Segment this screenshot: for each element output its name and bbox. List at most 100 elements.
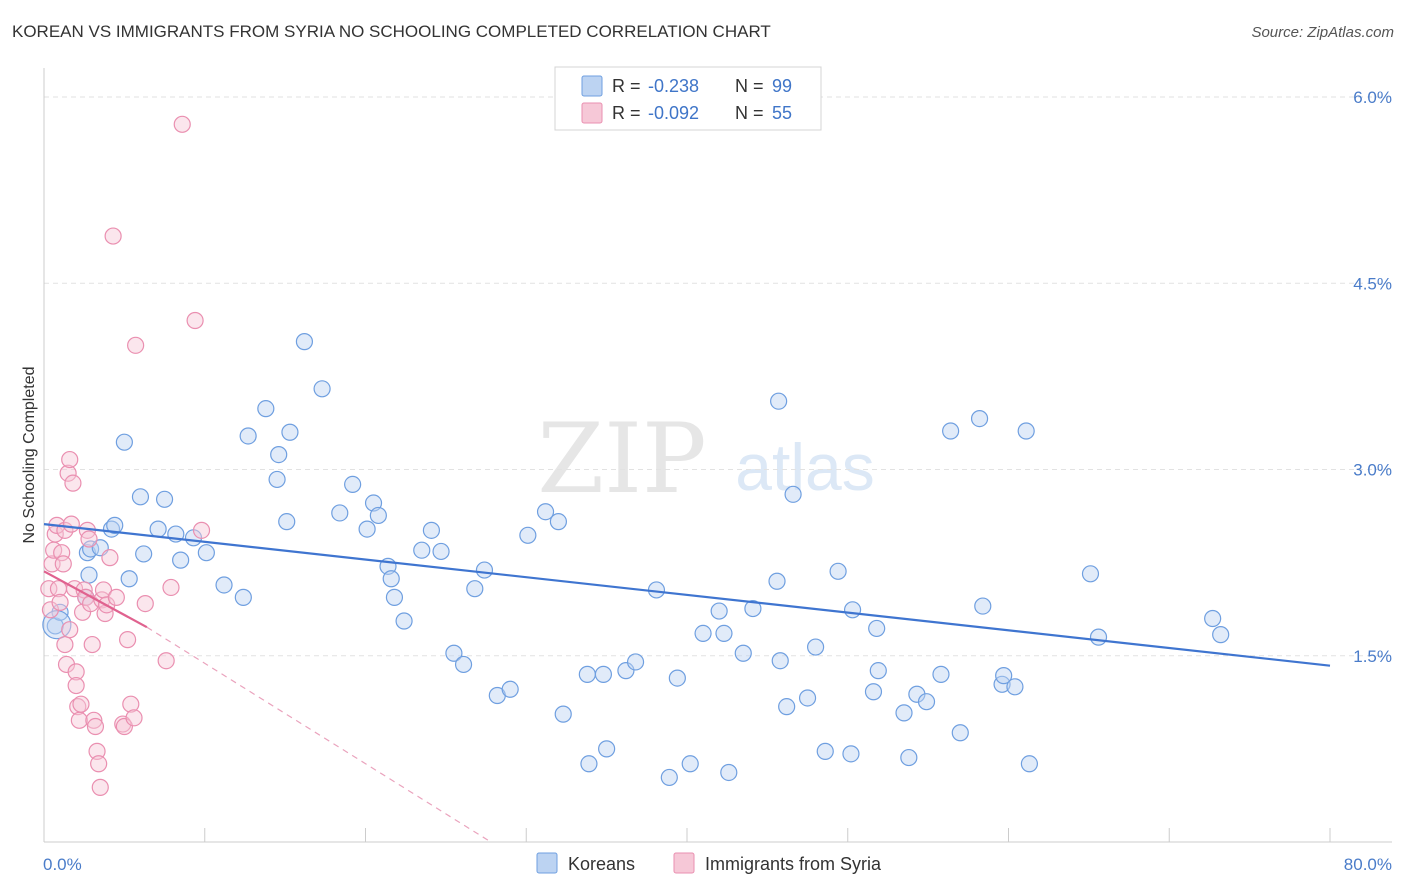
legend-swatch-syria xyxy=(673,852,695,874)
syria-point-15 xyxy=(61,621,79,639)
syria-point-28 xyxy=(80,530,98,548)
korean-point-87 xyxy=(951,724,969,742)
syria-point-20 xyxy=(67,676,85,695)
korean-point-84 xyxy=(917,693,936,711)
stats-n-value-koreans: 99 xyxy=(772,76,792,96)
syria-point-44 xyxy=(115,717,133,736)
stats-legend-swatch-koreans xyxy=(581,75,603,97)
syria-point-32 xyxy=(86,717,105,736)
korean-point-23 xyxy=(268,470,286,489)
korean-point-25 xyxy=(278,513,296,531)
korean-point-53 xyxy=(594,665,613,683)
korean-point-39 xyxy=(422,521,441,539)
axes xyxy=(43,68,1392,843)
korean-point-56 xyxy=(626,653,645,671)
korean-point-75 xyxy=(829,562,847,580)
korean-point-29 xyxy=(331,504,349,522)
korean-point-67 xyxy=(770,392,788,410)
korean-point-97 xyxy=(1204,609,1222,628)
syria-point-7 xyxy=(51,593,69,611)
syria-point-19 xyxy=(67,663,85,681)
syria-point-52 xyxy=(173,115,191,133)
korean-point-92 xyxy=(1006,678,1024,696)
korean-point-26 xyxy=(281,423,299,441)
korean-point-73 xyxy=(806,638,825,656)
syria-point-54 xyxy=(192,521,211,539)
syria-point-35 xyxy=(91,778,109,796)
korean-point-37 xyxy=(395,612,413,630)
syria-point-21 xyxy=(69,698,87,716)
syria-point-13 xyxy=(59,464,77,482)
korean-point-94 xyxy=(1017,422,1035,440)
korean-point-63 xyxy=(715,624,733,643)
korean-point-48 xyxy=(536,503,555,521)
korean-point-11 xyxy=(131,488,150,506)
y-tick-label-2: 4.5% xyxy=(1353,274,1392,293)
syria-point-50 xyxy=(157,652,175,670)
legend-swatch-koreans xyxy=(536,852,558,874)
syria-point-17 xyxy=(64,474,82,492)
korean-point-14 xyxy=(155,490,174,508)
syria-point-48 xyxy=(127,336,145,354)
korean-point-96 xyxy=(1089,628,1108,646)
korean-point-47 xyxy=(519,526,537,544)
y-tick-labels: 1.5% 3.0% 4.5% 6.0% xyxy=(1353,88,1392,666)
stats-n-value-syria: 55 xyxy=(772,103,792,123)
stats-n-label-syria: N = xyxy=(735,103,764,123)
korean-point-82 xyxy=(900,748,918,767)
korean-point-88 xyxy=(970,409,989,428)
syria-point-45 xyxy=(118,631,137,649)
syria-point-14 xyxy=(61,450,79,469)
korean-point-55 xyxy=(617,662,635,680)
korean-point-80 xyxy=(869,662,887,680)
korean-point-71 xyxy=(778,698,796,716)
korean-point-44 xyxy=(475,561,494,579)
x-ticks xyxy=(43,828,1331,842)
syria-point-22 xyxy=(70,711,88,729)
syria-point-31 xyxy=(85,711,103,729)
korean-point-85 xyxy=(932,665,950,683)
syria-point-30 xyxy=(83,635,101,654)
series-syria xyxy=(40,115,211,796)
korean-point-89 xyxy=(974,597,992,615)
korean-point-91 xyxy=(995,667,1013,685)
korean-point-20 xyxy=(234,588,252,606)
korean-point-36 xyxy=(385,588,404,606)
korean-point-12 xyxy=(135,545,153,563)
korean-point-32 xyxy=(369,506,387,525)
korean-point-70 xyxy=(784,485,802,503)
korean-point-16 xyxy=(172,551,190,569)
y-tick-label-0: 1.5% xyxy=(1353,647,1392,666)
gridlines xyxy=(44,96,1392,657)
syria-point-34 xyxy=(90,755,108,773)
syria-point-46 xyxy=(122,695,140,713)
source-credit: Source: ZipAtlas.com xyxy=(1251,24,1394,41)
korean-point-43 xyxy=(466,580,484,598)
watermark-atlas: atlas xyxy=(735,430,874,504)
korean-point-18 xyxy=(197,544,215,562)
x-tick-label-min: 0.0% xyxy=(43,855,82,874)
syria-point-53 xyxy=(186,311,204,330)
korean-point-19 xyxy=(215,576,233,594)
syria-point-9 xyxy=(54,555,72,573)
korean-point-46 xyxy=(501,680,519,698)
korean-point-90 xyxy=(993,675,1011,693)
series-legend: Koreans Immigrants from Syria xyxy=(536,852,882,874)
korean-point-86 xyxy=(942,422,960,440)
korean-point-24 xyxy=(270,446,288,464)
y-tick-label-3: 6.0% xyxy=(1353,88,1392,107)
korean-point-21 xyxy=(239,427,257,445)
syria-point-11 xyxy=(56,635,74,654)
korean-point-61 xyxy=(694,624,712,643)
syria-point-51 xyxy=(162,578,180,597)
korean-point-10 xyxy=(120,570,138,588)
syria-point-40 xyxy=(101,549,119,567)
korean-point-98 xyxy=(1212,626,1230,644)
korean-point-78 xyxy=(864,683,883,701)
korean-point-38 xyxy=(413,541,431,559)
korean-point-33 xyxy=(358,520,376,538)
y-axis-label: No Schooling Completed xyxy=(21,367,38,544)
korean-point-77 xyxy=(843,601,862,619)
korean-point-93 xyxy=(1020,755,1038,773)
korean-point-76 xyxy=(842,745,860,763)
